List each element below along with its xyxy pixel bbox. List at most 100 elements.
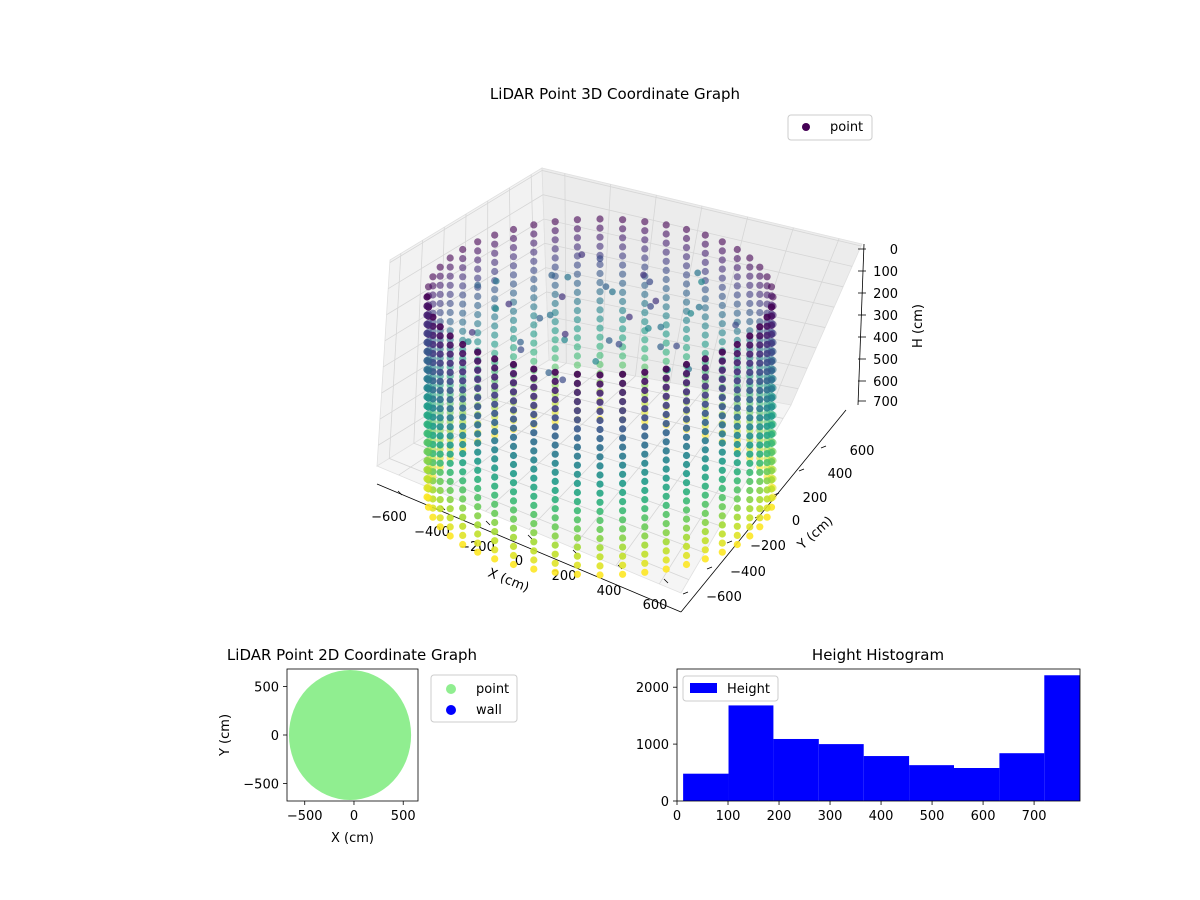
scatter-point — [746, 359, 754, 367]
scatter-point — [682, 316, 691, 324]
scatter-point — [701, 295, 709, 303]
scatter-point — [596, 516, 604, 525]
scatter-point — [459, 540, 467, 549]
scatter-point — [596, 544, 604, 552]
scatter-point — [718, 394, 726, 402]
scatter-point — [436, 441, 444, 449]
scatter-point — [682, 334, 691, 343]
scatter-point — [474, 247, 482, 255]
scatter-point — [701, 340, 709, 348]
x-tick-label: 400 — [597, 584, 622, 599]
scatter-point — [474, 448, 482, 456]
scatter-point — [436, 423, 444, 431]
scatter-point — [718, 329, 726, 337]
scatter-point — [491, 437, 499, 445]
scatter-point — [756, 368, 764, 376]
scatter-point — [509, 460, 518, 469]
scatter-point — [509, 551, 518, 560]
scatter-point — [530, 483, 538, 491]
grid-x-line — [398, 173, 567, 476]
scatter-point — [509, 451, 518, 460]
scatter-point — [464, 338, 472, 345]
scatter-point — [619, 534, 627, 542]
scatter-point — [573, 288, 582, 296]
scatter-point — [423, 357, 431, 365]
scatter-point — [474, 512, 482, 520]
z-tick-label: 200 — [873, 287, 898, 302]
scatter-point — [619, 543, 627, 551]
scatter-point — [446, 486, 454, 495]
scatter-point — [662, 303, 670, 311]
scatter-point — [641, 354, 649, 362]
scatter-point — [682, 515, 691, 523]
scatter-point — [492, 277, 500, 285]
scatter-point — [626, 313, 633, 321]
scatter-point — [459, 495, 467, 503]
scatter-point — [682, 280, 691, 288]
x-axis-label: X (cm) — [486, 566, 531, 596]
scatter-point — [641, 414, 649, 422]
scatter-point — [718, 539, 726, 547]
scatter-point — [446, 281, 454, 289]
scatter-point — [423, 393, 431, 401]
legend-label-point: point — [476, 682, 509, 697]
scatter-point — [682, 225, 691, 234]
scatter-point — [573, 343, 582, 351]
scatter-point — [596, 371, 604, 379]
scatter-point — [423, 302, 431, 310]
scatter-point — [491, 240, 499, 248]
scatter-point — [746, 450, 754, 458]
scatter-point — [446, 350, 454, 358]
scatter-point — [446, 396, 454, 404]
scatter-point — [474, 256, 482, 264]
scatter-point — [694, 269, 702, 277]
scatter-point — [619, 416, 627, 424]
scatter-point — [596, 444, 604, 452]
y-tick-label: −200 — [750, 539, 786, 554]
scatter-point — [641, 377, 649, 385]
scatter-point — [530, 465, 538, 473]
scatter-point — [551, 486, 559, 495]
scatter-point — [459, 531, 467, 540]
scatter-point — [530, 547, 538, 555]
y-tick-label: 400 — [828, 467, 853, 482]
scatter-point — [662, 266, 670, 274]
y-tick-mark — [820, 445, 827, 449]
scatter-point — [491, 491, 499, 499]
scatter-point — [619, 570, 627, 578]
scatter-point — [474, 430, 482, 438]
scatter-point — [756, 450, 764, 458]
scatter-point — [491, 382, 499, 390]
scatter-point — [746, 432, 754, 440]
legend-marker-point — [802, 123, 810, 131]
scatter-point — [733, 395, 741, 403]
scatter-point — [573, 325, 582, 333]
scatter-point — [662, 465, 670, 473]
scatter-point — [682, 497, 691, 505]
scatter-point — [746, 532, 754, 540]
scatter-point — [474, 238, 482, 246]
x-axis-label: X (cm) — [331, 831, 374, 846]
x-tick-mark — [527, 534, 533, 540]
scatter-point — [619, 379, 627, 387]
scatter-point — [619, 370, 627, 378]
scatter-point — [491, 391, 499, 399]
scatter-point — [459, 413, 467, 421]
scatter-point — [509, 244, 518, 252]
scatter-point — [701, 518, 709, 527]
scatter-point — [733, 450, 741, 458]
x-tick-label: 300 — [818, 809, 843, 824]
scatter-point — [756, 514, 764, 522]
scatter-point — [446, 496, 454, 504]
grid-z-line — [389, 170, 862, 263]
scatter-point — [756, 477, 764, 485]
z-tick-label: 700 — [873, 395, 898, 410]
grid-z-line — [387, 194, 853, 290]
scatter-point — [446, 405, 454, 413]
scatter-point — [701, 500, 709, 508]
scatter-point — [551, 254, 559, 262]
scatter-point — [423, 293, 431, 301]
scatter-point — [662, 239, 670, 247]
scatter-point — [701, 313, 709, 321]
scatter-point — [701, 364, 709, 372]
